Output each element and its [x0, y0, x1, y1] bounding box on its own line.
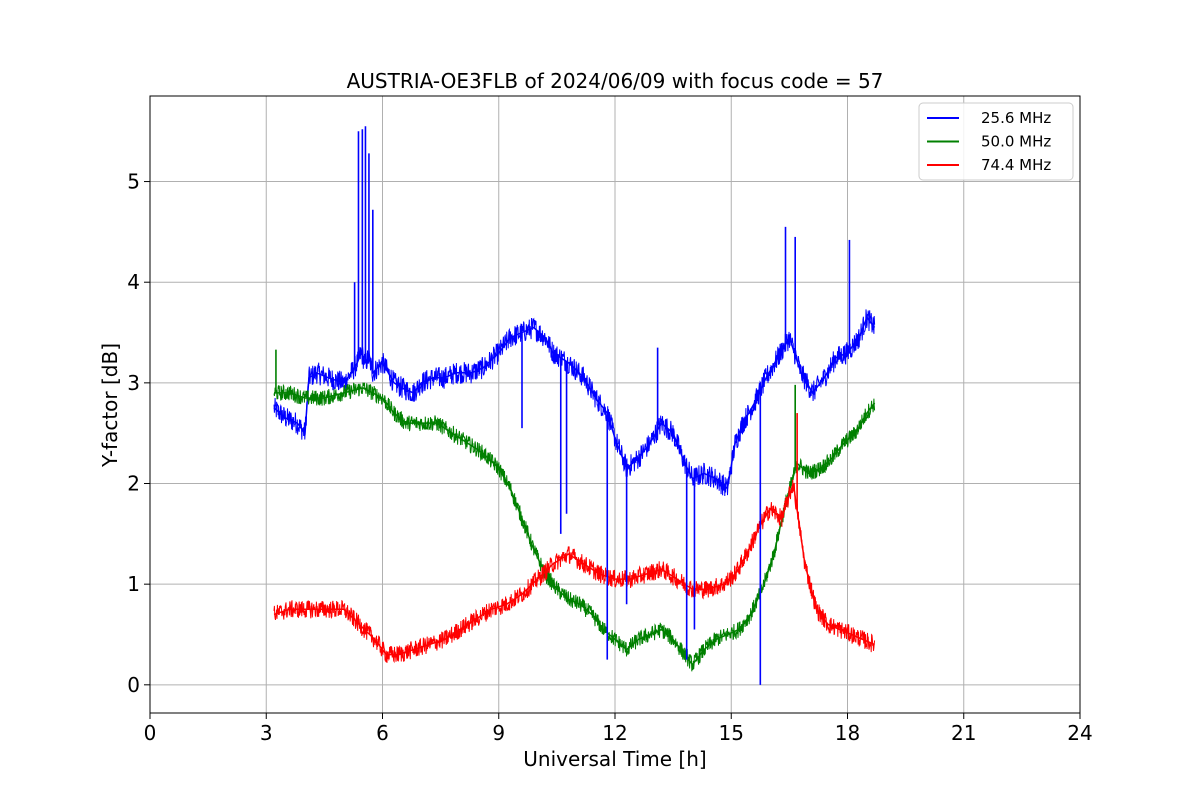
series-noise — [273, 309, 876, 497]
x-tick-label: 6 — [376, 721, 389, 745]
y-axis-label: Y-factor [dB] — [98, 343, 122, 468]
y-tick-label: 3 — [127, 371, 140, 395]
x-tick-label: 12 — [602, 721, 627, 745]
x-tick-label: 18 — [835, 721, 860, 745]
x-tick-label: 0 — [144, 721, 157, 745]
x-axis-label: Universal Time [h] — [523, 747, 706, 771]
x-tick-label: 3 — [260, 721, 273, 745]
x-tick-label: 24 — [1067, 721, 1092, 745]
y-tick-label: 2 — [127, 472, 140, 496]
legend: 25.6 MHz 50.0 MHz 74.4 MHz — [918, 102, 1074, 181]
y-tick-label: 1 — [127, 572, 140, 596]
legend-label: 74.4 MHz — [981, 156, 1051, 174]
chart-title: AUSTRIA-OE3FLB of 2024/06/09 with focus … — [347, 69, 884, 93]
x-tick-label: 15 — [719, 721, 744, 745]
legend-label: 25.6 MHz — [981, 109, 1051, 127]
y-tick-label: 4 — [127, 270, 140, 294]
series-noise — [273, 479, 876, 664]
legend-box — [918, 102, 1074, 181]
x-tick-label: 9 — [492, 721, 505, 745]
legend-label: 50.0 MHz — [981, 133, 1051, 151]
y-axis-ticks: 0 1 2 3 4 5 — [127, 170, 150, 697]
y-tick-label: 5 — [127, 170, 140, 194]
y-tick-label: 0 — [127, 673, 140, 697]
series-noise — [273, 382, 876, 672]
x-axis-ticks: 0 3 6 9 12 15 18 21 24 — [144, 713, 1093, 745]
x-tick-label: 21 — [951, 721, 976, 745]
plot-lines — [273, 126, 876, 685]
